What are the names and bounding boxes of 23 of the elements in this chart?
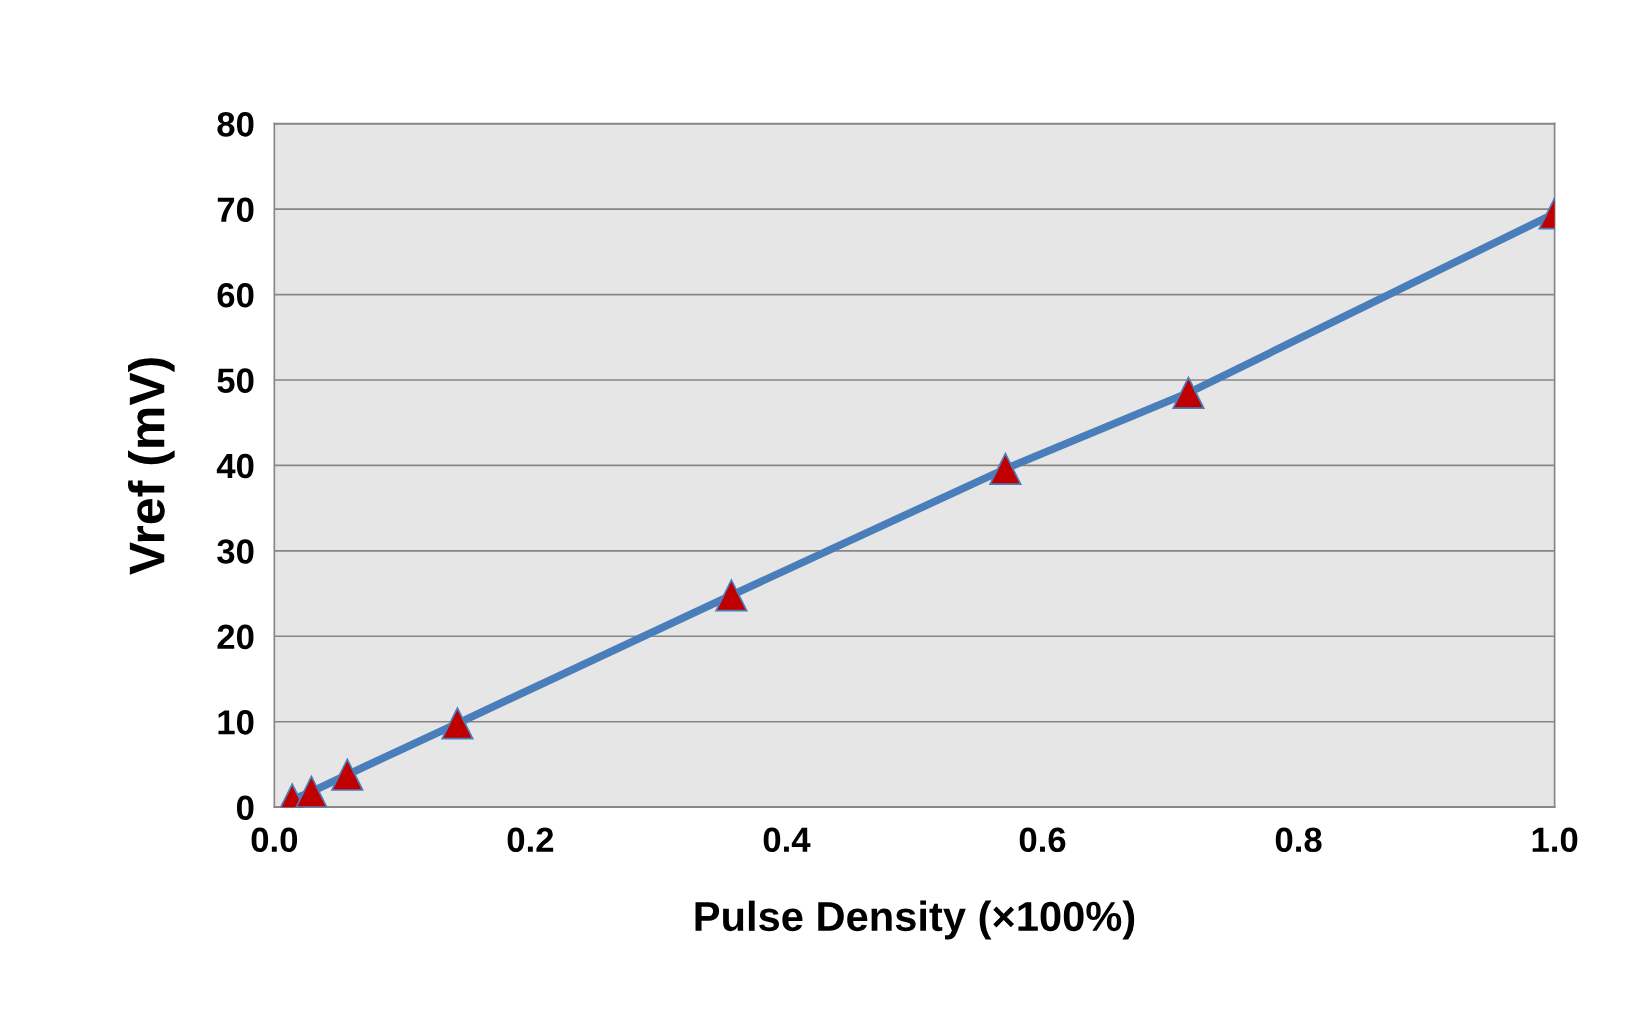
point — [331, 758, 364, 791]
x-tick-label: 0.2 — [507, 827, 554, 853]
y-axis-title: Vref (mV) — [128, 358, 175, 575]
y-tick-label: 70 — [217, 197, 254, 223]
point — [715, 579, 748, 612]
x-tick-label: 0.0 — [251, 827, 298, 853]
point — [295, 775, 328, 808]
y-tick-label: 40 — [216, 453, 254, 479]
x-tick-label: 0.8 — [1275, 827, 1322, 853]
x-tick-label: 1.0 — [1532, 827, 1578, 853]
y-tick-label: 30 — [217, 539, 254, 564]
x-tick-label: 0.6 — [1019, 827, 1066, 853]
point — [441, 707, 474, 740]
y-tick-label: 0 — [236, 795, 254, 821]
y-tick-label: 10 — [218, 710, 254, 735]
y-tick-label: 20 — [217, 624, 254, 650]
y-tick-label: 50 — [217, 368, 254, 393]
y-tick-label: 80 — [217, 112, 254, 137]
point — [1172, 376, 1205, 409]
y-tick-label: 60 — [217, 282, 254, 308]
x-axis-title: Pulse Density (×100%) — [695, 900, 1135, 940]
x-tick-label: 0.4 — [763, 827, 811, 853]
point — [989, 452, 1022, 485]
